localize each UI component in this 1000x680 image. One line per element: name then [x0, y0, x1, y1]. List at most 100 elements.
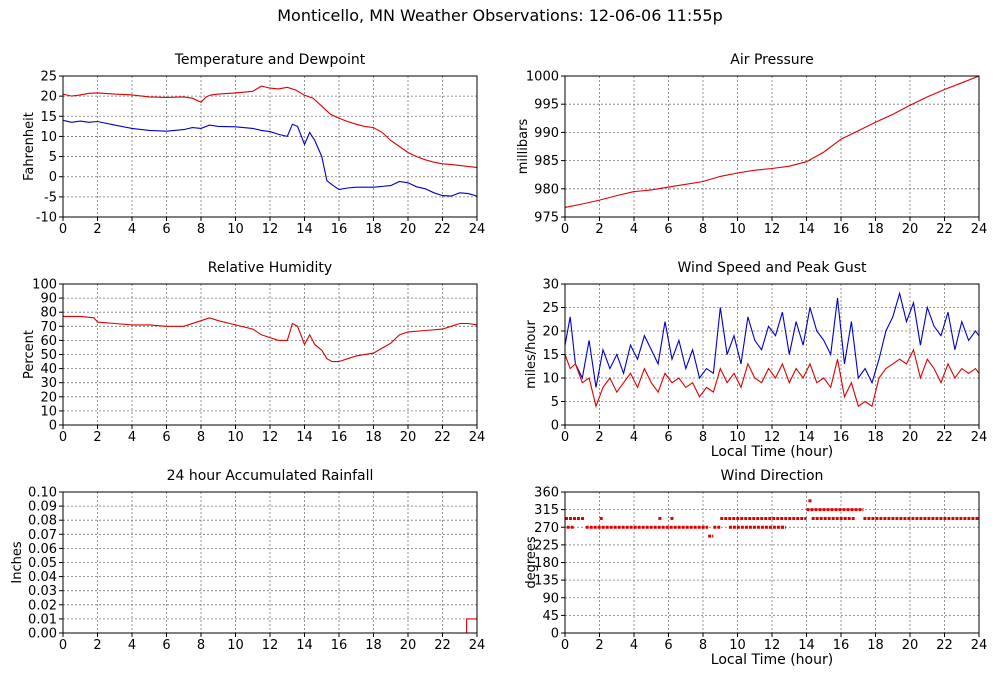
- wind-series-1-line: [564, 348, 980, 409]
- temp-xtick-label: 12: [262, 222, 279, 237]
- pressure-xtick-label: 6: [664, 222, 672, 237]
- rain-ytick-label: 0.05: [28, 556, 57, 571]
- wind-xtick-label: 4: [630, 430, 638, 445]
- rain-ytick-label: 0.01: [28, 612, 57, 627]
- wind-xlabel: Local Time (hour): [711, 444, 833, 460]
- humidity-ytick-label: 70: [40, 320, 57, 335]
- temp-xtick-label: 14: [296, 222, 313, 237]
- temp-ytick-label: 20: [40, 90, 57, 105]
- direction-ylabel: degrees: [524, 536, 539, 589]
- rain-ytick-label: 0.09: [28, 500, 57, 515]
- direction-ytick-label: 90: [542, 591, 559, 606]
- rain-ytick-label: 0.06: [28, 542, 57, 557]
- pressure-ytick-label: 975: [534, 211, 559, 226]
- temp-xtick-label: 4: [128, 222, 136, 237]
- wind-xtick-label: 24: [971, 430, 988, 445]
- rain-xtick-label: 24: [469, 638, 486, 653]
- wind-frame: [564, 283, 980, 426]
- rain-title: 24 hour Accumulated Rainfall: [167, 468, 374, 484]
- temp-xtick-label: 6: [162, 222, 170, 237]
- pressure-xtick-label: 14: [798, 222, 815, 237]
- humidity-xtick-label: 14: [296, 430, 313, 445]
- wind-ytick-label: 0: [551, 419, 559, 434]
- temp-xtick-label: 22: [434, 222, 451, 237]
- wind-xtick-label: 12: [764, 430, 781, 445]
- humidity-xtick-label: 20: [400, 430, 417, 445]
- humidity-ytick-label: 20: [40, 390, 57, 405]
- wind-xtick-label: 0: [561, 430, 569, 445]
- temp-title: Temperature and Dewpoint: [174, 52, 366, 68]
- rain-ylabel: Inches: [10, 541, 25, 583]
- wind-xtick-label: 22: [936, 430, 953, 445]
- rain-xtick-label: 18: [365, 638, 382, 653]
- pressure-ytick-label: 980: [534, 182, 559, 197]
- rain-ytick-label: 0.03: [28, 584, 57, 599]
- temp-xtick-label: 20: [400, 222, 417, 237]
- wind-ytick-label: 30: [542, 278, 559, 293]
- humidity-title: Relative Humidity: [208, 260, 332, 276]
- direction-series-0-point: [670, 516, 674, 520]
- direction-xtick-label: 12: [764, 638, 781, 653]
- pressure-xtick-label: 24: [971, 222, 988, 237]
- humidity-frame: [62, 283, 478, 426]
- rain-xtick-label: 0: [59, 638, 67, 653]
- pressure-ytick-label: 1000: [526, 70, 559, 85]
- pressure-xtick-label: 12: [764, 222, 781, 237]
- direction-ytick-label: 180: [534, 556, 559, 571]
- humidity-xtick-label: 0: [59, 430, 67, 445]
- direction-xtick-label: 6: [664, 638, 672, 653]
- humidity-ytick-label: 90: [40, 292, 57, 307]
- pressure-series-0-line: [564, 75, 980, 208]
- rain-ytick-label: 0.08: [28, 514, 57, 529]
- wind-ytick-label: 10: [542, 372, 559, 387]
- wind-ylabel: miles/hour: [524, 319, 539, 388]
- direction-ytick-label: 135: [534, 574, 559, 589]
- temp-ytick-label: 25: [40, 70, 57, 85]
- rain-ytick-label: 0.04: [28, 570, 57, 585]
- wind-xtick-label: 16: [833, 430, 850, 445]
- direction-xtick-label: 14: [798, 638, 815, 653]
- direction-xlabel: Local Time (hour): [711, 652, 833, 668]
- humidity-ytick-label: 50: [40, 348, 57, 363]
- pressure-xtick-label: 20: [902, 222, 919, 237]
- rain-xtick-label: 22: [434, 638, 451, 653]
- wind-ytick-label: 20: [542, 325, 559, 340]
- wind-xtick-label: 2: [595, 430, 603, 445]
- temp-xtick-label: 2: [93, 222, 101, 237]
- temp-series-1-line: [62, 119, 478, 197]
- humidity-xtick-label: 4: [128, 430, 136, 445]
- temp-xtick-label: 18: [365, 222, 382, 237]
- rain-xtick-label: 6: [162, 638, 170, 653]
- temp-series-0-line: [62, 85, 478, 168]
- pressure-xtick-label: 0: [561, 222, 569, 237]
- wind-ytick-label: 25: [542, 301, 559, 316]
- rain-xtick-label: 12: [262, 638, 279, 653]
- direction-series-0-point: [808, 499, 812, 503]
- direction-xtick-label: 2: [595, 638, 603, 653]
- direction-frame: [564, 491, 980, 634]
- temp-xtick-label: 10: [227, 222, 244, 237]
- rain-ytick-label: 0.00: [28, 627, 57, 642]
- wind-ytick-label: 15: [542, 348, 559, 363]
- humidity-series-0-line: [63, 315, 478, 363]
- rain-xtick-label: 14: [296, 638, 313, 653]
- wind-xtick-label: 6: [664, 430, 672, 445]
- wind-ytick-label: 5: [551, 395, 559, 410]
- pressure-xtick-label: 22: [936, 222, 953, 237]
- pressure-title: Air Pressure: [730, 52, 813, 68]
- pressure-xtick-label: 2: [595, 222, 603, 237]
- humidity-xtick-label: 10: [227, 430, 244, 445]
- temp-ytick-label: -5: [44, 190, 57, 205]
- pressure-xtick-label: 4: [630, 222, 638, 237]
- humidity-ytick-label: 0: [49, 419, 57, 434]
- humidity-ytick-label: 40: [40, 362, 57, 377]
- temp-xtick-label: 16: [331, 222, 348, 237]
- humidity-xtick-label: 24: [469, 430, 486, 445]
- pressure-xtick-label: 10: [729, 222, 746, 237]
- pressure-ytick-label: 985: [534, 154, 559, 169]
